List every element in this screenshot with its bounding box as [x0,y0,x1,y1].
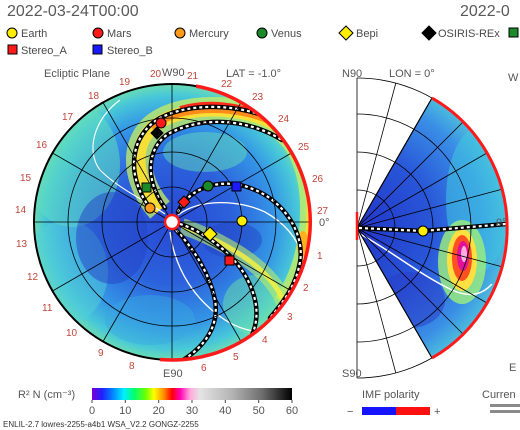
venus-legend-icon [256,27,268,39]
longitude-label: 3 [287,312,293,323]
longitude-label: 26 [312,174,324,185]
longitude-label: 25 [298,142,310,153]
longitude-label: 5 [233,352,239,363]
e-label: E [509,362,516,374]
longitude-label: 10 [66,328,78,339]
longitude-label: 2 [303,283,309,294]
longitude-label: 1 [317,251,323,262]
meridional-density-map [357,98,508,358]
imf-negative-bar [362,407,396,415]
osiris-rex-legend-icon [421,25,437,41]
longitude-label: 17 [62,112,74,123]
lat-label: LAT = -1.0° [226,68,281,80]
imf-positive-bar [396,407,430,415]
colorbar-tick-label: 50 [253,405,265,417]
venus-marker [202,180,214,192]
longitude-label: 19 [119,77,131,88]
longitude-labels: 17 18 19 20 21 22 23 24 25 26 27 1 2 3 4… [15,69,329,374]
longitude-label: 13 [16,239,28,250]
n90-label: N90 [342,68,362,80]
longitude-label: 22 [221,79,233,90]
longitude-label: 11 [42,303,53,314]
colorbar-tick-label: 0 [89,405,95,417]
colorbar-tick-label: 40 [219,405,231,417]
imf-polarity-key: IMF polarity − + [347,389,440,418]
green-square-marker [141,182,152,193]
w-label: W [508,72,519,84]
zero-degree-label: 0° [319,217,330,229]
earth-legend-icon [6,27,18,39]
longitude-label: 16 [36,140,48,151]
longitude-label: 18 [88,91,100,102]
timestamp-title-right: 2022-0 [460,3,510,20]
legend-label-mercury: Mercury [189,28,229,40]
w90-label: W90 [162,67,185,79]
colorbar-tick-label: 10 [119,405,131,417]
longitude-label: 14 [15,205,27,216]
s90-label: S90 [342,368,362,380]
ecliptic-outline-red-arc [159,84,313,362]
colorbar-tick-label: 30 [186,405,198,417]
mars-marker [155,117,167,129]
longitude-label: 21 [187,71,199,82]
legend-label-stereo-a: Stereo_A [21,45,68,57]
imf-minus-label: − [347,406,353,418]
longitude-label: 15 [20,173,32,184]
imf-plus-label: + [434,406,440,418]
e90-label: E90 [163,368,183,380]
bepi-marker [202,226,218,242]
ecliptic-plane-panel: Ecliptic Plane W90 LAT = -1.0° [15,67,330,380]
longitude-label: 27 [317,206,329,217]
model-run-footer: ENLIL-2.7 lowres-2255-a4b1 WSA_V2.2 GONG… [3,420,199,429]
ecliptic-panel-title: Ecliptic Plane [44,68,110,80]
current-sheet-line [490,404,520,407]
lon-label: LON = 0° [389,68,435,80]
green-square-legend-icon [508,27,519,38]
longitude-label: 9 [98,348,104,359]
wedge-outline-red-arc [431,96,509,360]
imf-polarity-title: IMF polarity [362,389,420,401]
mercury-legend-icon [174,27,186,39]
timestamp-title: 2022-03-24T00:00 [7,3,139,20]
longitude-label: 6 [201,363,207,374]
wedge-edges [356,97,433,359]
stereo-a-legend-icon [7,44,18,55]
density-colorbar: R² N (cm⁻³) 0 10 20 30 40 50 60 [18,388,298,417]
mercury-marker [144,202,156,214]
longitude-label: 8 [129,361,135,372]
red-diamond-marker [177,195,191,209]
meridional-zero-label: 0° [496,217,507,229]
longitude-label: 24 [278,114,290,125]
colorbar-label: R² N (cm⁻³) [18,389,75,401]
longitude-label: 23 [252,92,264,103]
legend-label-stereo-b: Stereo_B [107,45,153,57]
longitude-label: 20 [150,69,162,80]
osiris-rex-marker [150,126,164,140]
longitude-label: 12 [27,272,39,283]
legend-label-mars: Mars [107,28,132,40]
stereo-a-marker [224,255,235,266]
current-sheet-key: Curren [482,389,520,413]
legend: Earth Mars Mercury Venus Bepi OSIRIS-REx… [6,25,519,57]
colorbar-tick-label: 20 [153,405,165,417]
bepi-legend-icon [338,25,354,41]
longitude-label: 4 [262,335,268,346]
stereo-b-marker [231,181,242,192]
current-sheet-line [490,410,520,413]
sun-icon [163,213,181,231]
mars-legend-icon [92,27,104,39]
legend-label-bepi: Bepi [356,28,378,40]
meridional-plane-panel: N90 LON = 0° W [342,68,519,380]
colorbar-tick-label: 60 [286,405,298,417]
legend-label-earth: Earth [21,28,47,40]
earth-marker [236,215,248,227]
current-sheet-title: Curren [482,389,516,401]
earth-marker-meridional [417,225,429,237]
legend-label-osiris-rex: OSIRIS-REx [438,28,500,40]
legend-label-venus: Venus [271,28,302,40]
stereo-b-legend-icon [92,44,103,55]
colorbar-gradient [92,388,292,400]
